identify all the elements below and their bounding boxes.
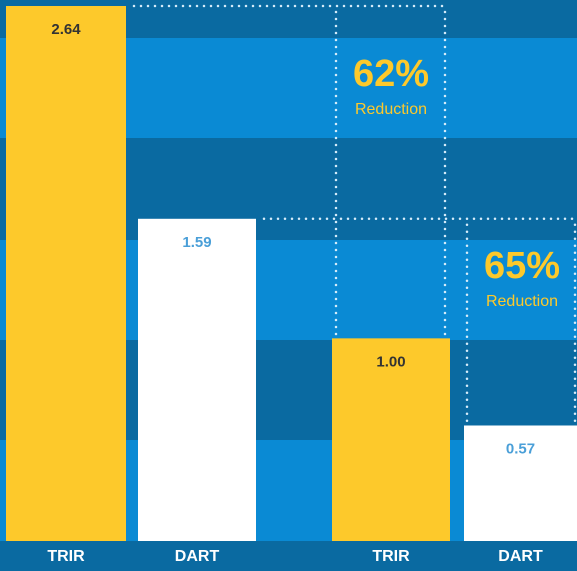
value-label: 1.59 (182, 234, 211, 251)
bar (332, 338, 450, 541)
guide-line (132, 4, 447, 336)
guide-line (262, 217, 577, 423)
value-label: 1.00 (376, 353, 405, 370)
bar (6, 6, 126, 541)
annotation: 65% (484, 245, 560, 287)
annotation-subtext: Reduction (486, 293, 558, 310)
x-tick-label: DART (498, 548, 543, 565)
x-tick-label: TRIR (47, 548, 85, 565)
annotation: 62% (353, 53, 429, 95)
bar (464, 425, 577, 541)
bar (138, 218, 256, 541)
annotation-subtext: Reduction (355, 101, 427, 118)
x-tick-label: DART (175, 548, 220, 565)
value-label: 0.57 (506, 440, 535, 457)
value-label: 2.64 (51, 21, 81, 38)
x-tick-label: TRIR (372, 548, 410, 565)
